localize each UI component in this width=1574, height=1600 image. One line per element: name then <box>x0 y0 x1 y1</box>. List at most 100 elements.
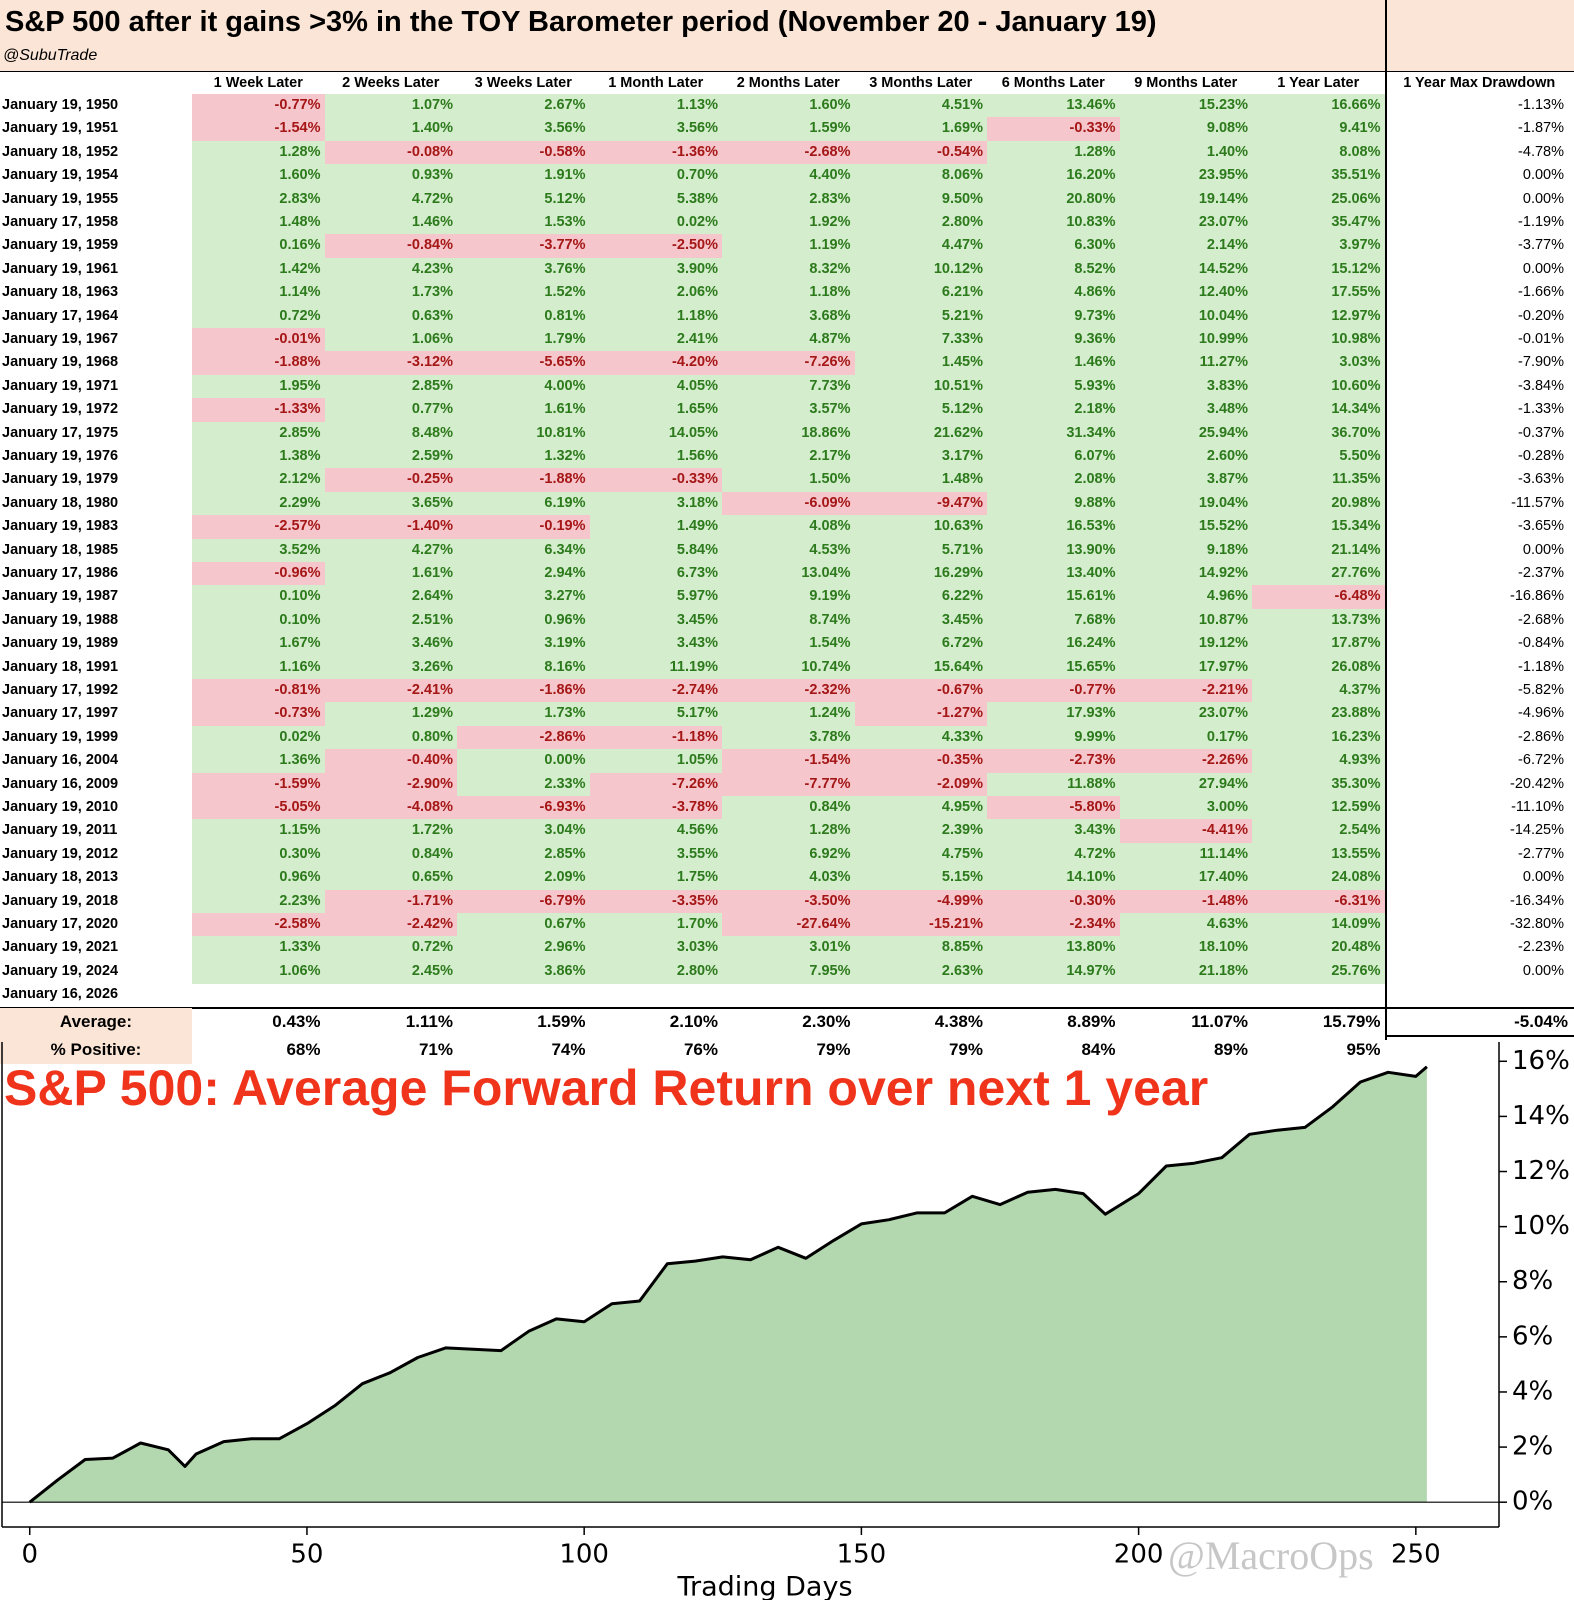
cell: -6.93% <box>457 796 590 820</box>
cell: 4.87% <box>722 328 855 352</box>
row-date: January 19, 1954 <box>2 167 119 184</box>
cell: 3.78% <box>722 725 855 750</box>
cell: 3.76% <box>457 257 590 282</box>
cell: 3.43% <box>987 819 1120 844</box>
cell: -0.08% <box>324 140 457 165</box>
cell: 4.00% <box>457 374 590 399</box>
y-tick-label: 6% <box>1512 1321 1553 1351</box>
cell: 1.28% <box>722 819 855 844</box>
cell: 5.17% <box>589 702 722 727</box>
cell: 2.54% <box>1252 819 1385 844</box>
row-date: January 19, 2021 <box>2 939 119 956</box>
cell: 21.14% <box>1252 538 1385 563</box>
summary-value: 4.38% <box>934 1011 983 1031</box>
row-date: January 19, 1955 <box>2 190 119 207</box>
cell: 21.18% <box>1119 959 1252 984</box>
cell: 3.56% <box>589 117 722 142</box>
cell: 1.95% <box>192 374 325 399</box>
cell: -0.20% <box>1518 307 1564 324</box>
cell: -2.32% <box>722 679 855 703</box>
cell: 1.60% <box>192 164 325 189</box>
cell: 2.83% <box>722 187 855 212</box>
row-date: January 19, 1951 <box>2 120 119 137</box>
cell: 0.00% <box>1522 541 1564 558</box>
cell: 3.83% <box>1119 374 1252 399</box>
cell: 10.51% <box>854 374 987 399</box>
cell: 2.64% <box>324 585 457 610</box>
rule <box>0 71 1574 72</box>
chart: S&P 500: Average Forward Return over nex… <box>1 1042 1570 1600</box>
row-date: January 19, 1950 <box>2 97 119 113</box>
cell: 0.16% <box>192 234 325 259</box>
cell: 9.88% <box>987 491 1120 516</box>
cell: 9.08% <box>1119 117 1252 142</box>
cell: 2.60% <box>1119 445 1252 469</box>
cell: 6.19% <box>457 491 590 516</box>
cell: -1.27% <box>854 702 987 727</box>
cell: 19.04% <box>1119 491 1252 516</box>
cell: 4.93% <box>1252 749 1385 774</box>
summary-label: Average: <box>0 1007 192 1036</box>
cell: -14.25% <box>1509 822 1564 839</box>
y-tick-label: 8% <box>1512 1266 1553 1296</box>
cell: 1.32% <box>457 445 590 469</box>
cell: 35.51% <box>1252 164 1385 189</box>
cell: 2.06% <box>589 281 722 306</box>
cell: 15.64% <box>854 655 987 680</box>
cell: 14.52% <box>1119 257 1252 282</box>
summary-value: -5.04% <box>1514 1011 1568 1031</box>
cell: 1.61% <box>324 562 457 586</box>
cell: 2.33% <box>457 772 590 797</box>
cell: 2.14% <box>1119 234 1252 259</box>
cell: 4.23% <box>324 257 457 282</box>
column-header: 3 Weeks Later <box>474 75 572 91</box>
cell: 0.96% <box>457 608 590 633</box>
cell: 23.95% <box>1119 164 1252 189</box>
cell: 10.74% <box>722 655 855 680</box>
cell: 1.65% <box>589 398 722 423</box>
cell: 1.38% <box>192 445 325 469</box>
cell: 4.33% <box>854 725 987 750</box>
row-date: January 17, 1958 <box>2 214 119 230</box>
cell: 3.87% <box>1119 468 1252 493</box>
cell: 14.92% <box>1119 562 1252 586</box>
cell: -3.63% <box>1518 471 1564 488</box>
cell: 14.05% <box>589 421 722 446</box>
cell: 13.40% <box>987 562 1120 586</box>
handle: @SubuTrade <box>3 47 98 64</box>
cell: 11.35% <box>1252 468 1385 493</box>
cell: -1.18% <box>589 725 722 750</box>
cell: 0.02% <box>589 211 722 235</box>
cell: 1.52% <box>457 281 590 306</box>
cell: 1.46% <box>987 351 1120 376</box>
cell: -11.57% <box>1511 494 1564 511</box>
summary-label: % Positive: <box>0 1035 192 1064</box>
cell: 3.17% <box>854 445 987 469</box>
row-date: January 19, 1968 <box>2 354 119 371</box>
cell: 2.94% <box>457 562 590 586</box>
cell: 1.06% <box>192 959 325 984</box>
cell: -0.96% <box>192 562 325 586</box>
column-header: 1 Week Later <box>213 75 303 91</box>
cell: 15.61% <box>987 585 1120 610</box>
cell: -2.34% <box>987 913 1120 937</box>
cell: 25.94% <box>1119 421 1252 446</box>
row-date: January 17, 1986 <box>2 565 119 581</box>
rule <box>1384 0 1387 1040</box>
cell: 11.88% <box>987 772 1120 797</box>
cell: 16.23% <box>1252 725 1385 750</box>
y-tick-label: 10% <box>1512 1211 1570 1241</box>
row-date: January 19, 1987 <box>2 588 119 605</box>
cell: -2.68% <box>1518 611 1564 628</box>
cell: 9.41% <box>1252 117 1385 142</box>
cell: 1.61% <box>457 398 590 423</box>
cell: 20.48% <box>1252 936 1385 961</box>
cell: 5.93% <box>987 374 1120 399</box>
cell: -0.77% <box>192 94 325 118</box>
cell: 1.18% <box>722 281 855 306</box>
cell: 15.23% <box>1119 94 1252 118</box>
cell: 2.45% <box>324 959 457 984</box>
cell: 31.34% <box>987 421 1120 446</box>
cell: 1.46% <box>324 211 457 235</box>
cell: 20.80% <box>987 187 1120 212</box>
